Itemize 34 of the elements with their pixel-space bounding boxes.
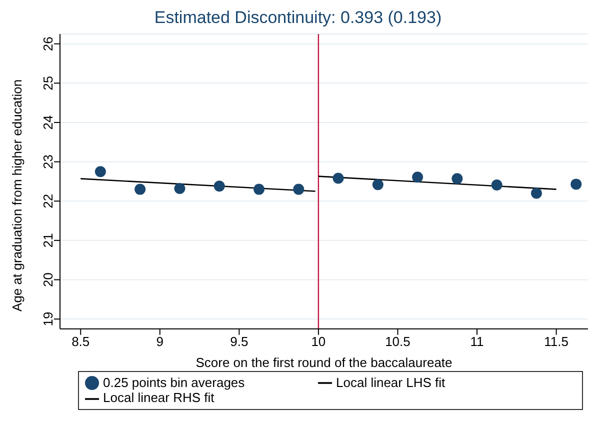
point [293, 184, 304, 195]
y-tick-label: 21 [40, 233, 56, 248]
point [253, 184, 264, 195]
point [530, 188, 542, 199]
x-tick-label: 8.5 [72, 334, 90, 350]
y-tick-label: 26 [40, 36, 56, 52]
x-tick-label: 11 [470, 334, 484, 350]
x-tick-label: 9.5 [230, 334, 248, 350]
legend-label: 0.25 points bin averages [103, 374, 246, 390]
point [372, 179, 384, 190]
point [174, 183, 186, 194]
x-tick-label: 10.5 [385, 334, 410, 350]
x-axis-title: Score on the first round of the baccalaureate [196, 354, 452, 370]
y-tick-label: 19 [40, 312, 56, 326]
x-tick-label: 10 [311, 334, 326, 350]
y-tick-label: 23 [40, 154, 56, 170]
point [134, 184, 146, 195]
y-tick-label: 22 [40, 194, 56, 208]
x-tick-label: 9 [156, 334, 164, 350]
legend-label: Local linear LHS fit [336, 374, 446, 390]
y-tick-label: 25 [40, 76, 56, 90]
y-tick-label: 24 [40, 115, 56, 130]
point [332, 172, 344, 184]
point [491, 179, 502, 190]
y-tick-label: 20 [40, 272, 56, 287]
point [452, 173, 463, 184]
point [412, 172, 424, 183]
x-tick-label: 11.5 [544, 334, 568, 350]
chart-title: Estimated Discontinuity: 0.393 (0.193) [153, 8, 443, 29]
point [214, 180, 225, 192]
point [94, 166, 106, 178]
legend-label: Local linear RHS fit [103, 390, 216, 406]
y-axis-title: Age at graduation from higher education [10, 79, 25, 312]
point [570, 178, 582, 190]
